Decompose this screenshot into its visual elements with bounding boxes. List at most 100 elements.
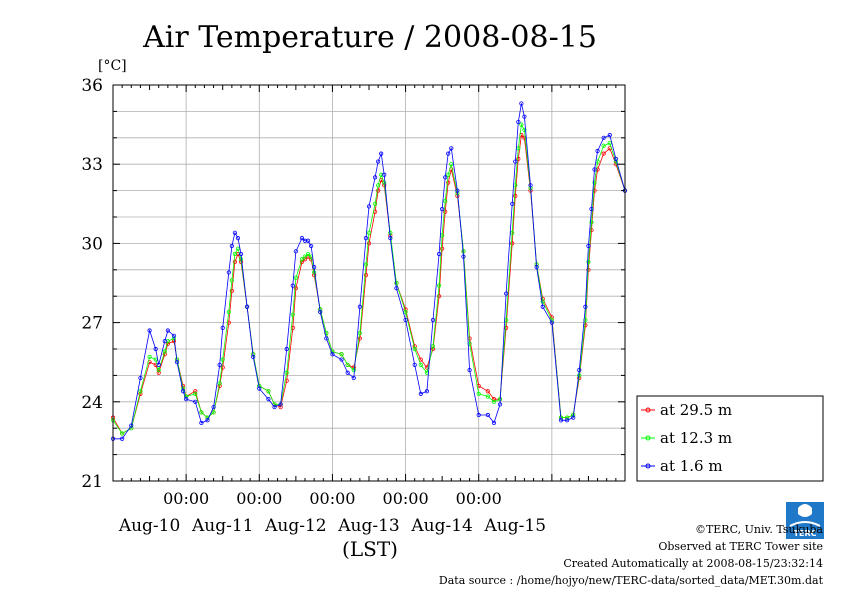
data-point <box>266 389 271 394</box>
data-point <box>251 354 256 360</box>
data-point <box>516 156 521 162</box>
data-point <box>299 257 305 262</box>
data-point <box>583 304 588 309</box>
data-point <box>129 423 134 428</box>
data-point <box>461 254 466 259</box>
date-label: Aug-14 <box>410 516 472 536</box>
data-point <box>205 415 210 420</box>
y-tick-label: 27 <box>81 314 103 334</box>
data-point <box>577 373 582 378</box>
data-point <box>363 236 369 241</box>
terc-logo-drop-icon <box>798 504 812 517</box>
x-tick-label: 00:00 <box>383 489 429 508</box>
data-point <box>351 375 356 381</box>
date-label: Aug-11 <box>191 516 253 536</box>
data-point <box>293 286 298 291</box>
legend-marker-12-3m <box>645 435 651 441</box>
data-point <box>519 101 524 106</box>
series-1 <box>110 122 628 436</box>
data-point <box>440 246 445 251</box>
data-point <box>278 404 283 410</box>
data-point <box>312 265 317 270</box>
data-point <box>513 193 518 198</box>
data-point <box>491 420 497 426</box>
data-point <box>180 389 186 394</box>
data-point <box>226 270 231 275</box>
y-tick-label: 33 <box>81 155 103 175</box>
data-point <box>564 415 570 420</box>
data-point <box>220 357 225 362</box>
plot-frame <box>112 84 626 482</box>
data-point <box>372 175 378 180</box>
legend-label-1-6m: at 1.6 m <box>660 457 723 475</box>
data-point <box>138 375 143 381</box>
data-point <box>357 331 362 336</box>
data-point <box>184 397 189 402</box>
data-point <box>443 209 448 214</box>
x-axis: 00:00 00:00 00:00 00:00 00:00 Aug-10 Aug-11 Aug… <box>112 85 626 536</box>
data-point <box>601 135 606 140</box>
terc-logo-wave-icon <box>789 521 821 527</box>
data-point <box>153 346 158 352</box>
data-point <box>372 201 378 206</box>
data-point <box>436 283 442 288</box>
data-point <box>418 362 423 367</box>
credit-observed: Observed at TERC Tower site <box>658 540 823 553</box>
data-point <box>305 238 311 243</box>
data-point <box>476 412 481 418</box>
data-point <box>379 151 384 156</box>
data-point <box>436 294 442 299</box>
data-point <box>363 272 369 278</box>
series-line <box>113 103 626 440</box>
data-point <box>589 220 594 225</box>
data-point <box>592 167 597 172</box>
data-point <box>229 243 234 249</box>
data-point <box>522 127 527 132</box>
data-point <box>510 201 515 206</box>
data-point <box>312 270 317 275</box>
data-point <box>217 381 222 386</box>
data-point <box>284 370 289 375</box>
data-point <box>513 159 518 164</box>
data-point <box>424 389 430 394</box>
data-point <box>324 336 329 341</box>
data-point <box>497 402 503 407</box>
data-point <box>394 286 399 291</box>
data-point <box>339 352 344 357</box>
data-point <box>238 257 244 262</box>
data-point <box>147 328 152 333</box>
data-point <box>564 418 570 423</box>
data-point <box>284 346 289 352</box>
series-2 <box>110 101 628 441</box>
data-point <box>440 206 445 212</box>
data-point <box>278 402 283 407</box>
data-point <box>388 236 393 241</box>
data-point <box>266 397 271 402</box>
series-layer <box>110 101 628 441</box>
x-tick-label: 00:00 <box>309 489 355 508</box>
credit-source: Data source : /home/hojyo/new/TERC-data/… <box>439 574 824 587</box>
x-tick-label: 00:00 <box>456 489 502 508</box>
date-label: Aug-13 <box>337 516 399 536</box>
data-point <box>272 404 277 410</box>
data-point <box>476 391 481 396</box>
data-point <box>376 188 381 193</box>
y-tick-label: 30 <box>81 234 103 254</box>
data-point <box>199 410 204 415</box>
data-point <box>491 397 497 402</box>
data-point <box>607 133 612 138</box>
data-point <box>244 304 250 309</box>
data-point <box>211 404 216 410</box>
data-point <box>430 344 436 349</box>
data-point <box>412 362 417 367</box>
legend-label-12-3m: at 12.3 m <box>660 429 732 447</box>
data-point <box>534 265 539 270</box>
data-point <box>601 143 606 148</box>
data-point <box>120 431 125 436</box>
data-point <box>120 436 125 441</box>
data-point <box>339 357 344 362</box>
data-point <box>229 288 234 294</box>
data-point <box>382 172 387 177</box>
data-point <box>403 317 408 323</box>
data-point <box>162 349 167 354</box>
